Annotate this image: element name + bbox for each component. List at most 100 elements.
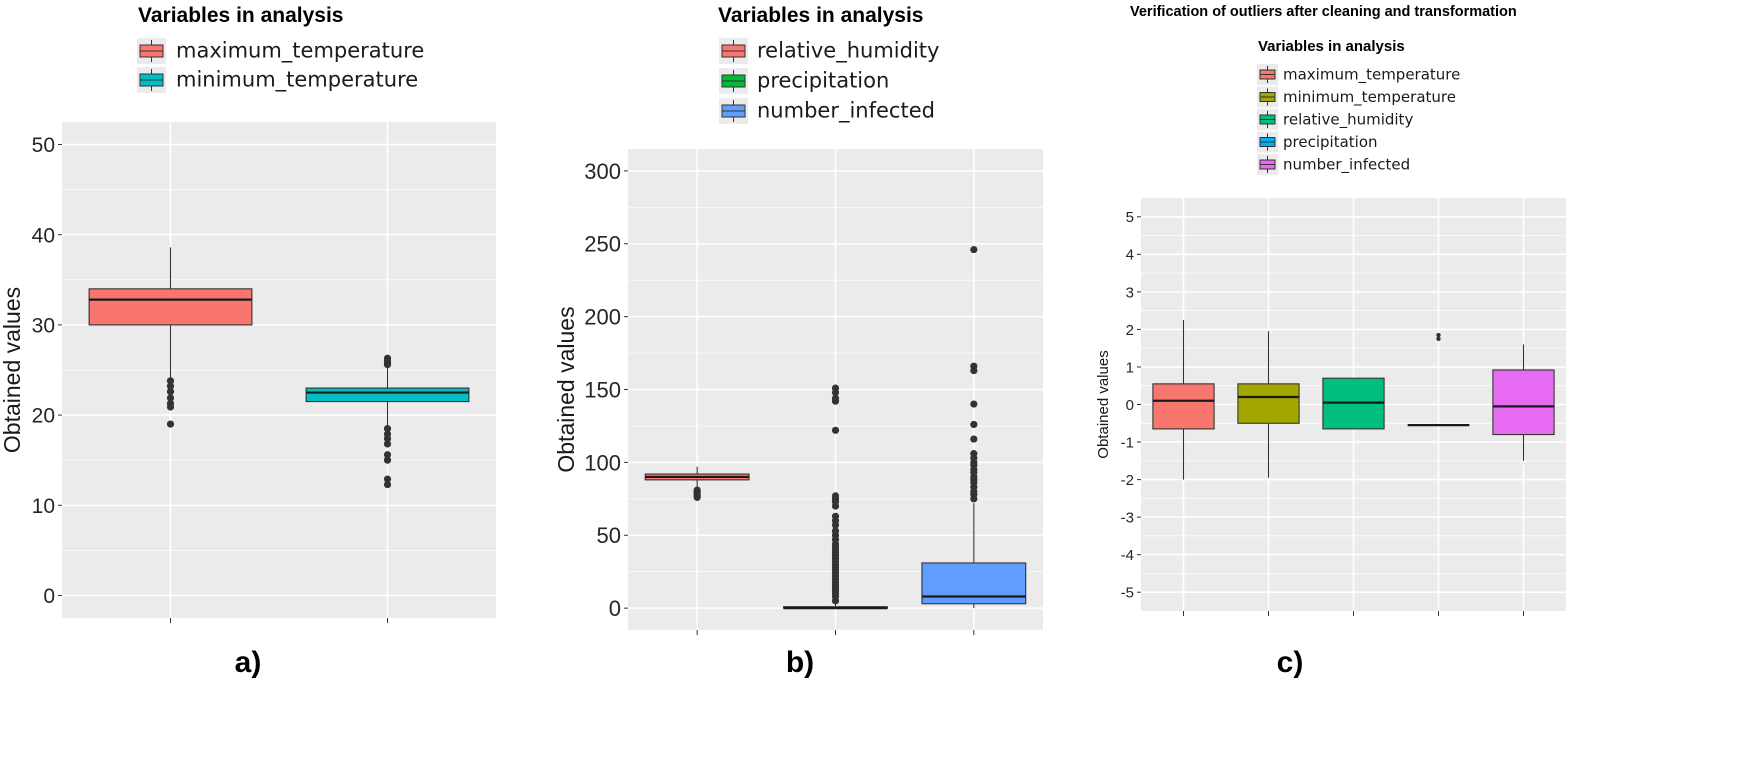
box-iqr: [1152, 383, 1215, 430]
legend-label-number_infected: number_infected: [757, 98, 935, 123]
outlier-point: [383, 456, 392, 464]
y-tick-label: -3: [1121, 510, 1134, 527]
outlier-point: [166, 403, 175, 411]
y-tick-label: 100: [584, 450, 621, 475]
outlier-point: [383, 434, 392, 443]
y-axis-label: Obtained values: [1095, 350, 1112, 458]
y-tick-label: 50: [597, 523, 621, 548]
box-iqr: [88, 288, 253, 326]
y-axis-label: Obtained values: [0, 287, 25, 453]
y-tick-label: 0: [1126, 397, 1134, 414]
legend-label-maximum_temperature: maximum_temperature: [1283, 65, 1460, 84]
outlier-point: [970, 435, 978, 443]
legend-label-minimum_temperature: minimum_temperature: [176, 67, 418, 92]
outlier-point: [831, 394, 840, 402]
outlier-point: [383, 440, 392, 448]
outlier-point: [166, 377, 175, 385]
panel-a: Variables in analysis maximum_temperature…: [0, 4, 496, 679]
outlier-point: [970, 362, 978, 370]
outlier-point: [1436, 332, 1441, 338]
legend-label-precipitation: precipitation: [1283, 133, 1378, 151]
legend-label-maximum_temperature: maximum_temperature: [176, 38, 424, 63]
outlier-point: [970, 420, 978, 429]
legend: Variables in analysis maximum_temperature…: [1257, 38, 1460, 175]
outlier-point: [831, 426, 840, 434]
chart-title: Verification of outliers after cleaning …: [1130, 4, 1517, 20]
legend-label-precipitation: precipitation: [757, 68, 889, 92]
legend-label-relative_humidity: relative_humidity: [757, 38, 939, 63]
box-iqr: [1237, 383, 1300, 424]
outlier-point: [383, 425, 392, 433]
y-tick-label: 250: [584, 232, 621, 257]
panel-c: Verification of outliers after cleaning …: [1095, 4, 1566, 679]
legend-item-maximum_temperature: maximum_temperature: [1257, 64, 1460, 85]
box-number_infected: [921, 245, 1027, 609]
box-minimum_temperature: [305, 354, 470, 489]
legend-label-minimum_temperature: minimum_temperature: [1283, 88, 1456, 107]
outlier-point: [831, 492, 840, 500]
outlier-point: [166, 382, 175, 390]
y-tick-label: 4: [1126, 247, 1134, 264]
box-relative_humidity: [1322, 377, 1385, 430]
outlier-point: [831, 527, 840, 535]
box-maximum_temperature: [1152, 320, 1215, 480]
legend-item-precipitation: precipitation: [719, 68, 889, 94]
outlier-point: [970, 245, 978, 254]
y-tick-label: 3: [1126, 284, 1134, 301]
y-tick-label: 300: [584, 159, 621, 184]
y-tick-label: 200: [584, 305, 621, 330]
outlier-point: [831, 512, 840, 520]
legend-title: Variables in analysis: [138, 4, 343, 27]
y-tick-label: 10: [32, 495, 55, 518]
box-iqr: [921, 562, 1027, 605]
outlier-point: [1436, 336, 1441, 341]
y-tick-label: 2: [1126, 322, 1134, 339]
legend: Variables in analysis relative_humiditypr…: [718, 4, 939, 124]
y-tick-label: -5: [1121, 585, 1134, 602]
legend-label-relative_humidity: relative_humidity: [1283, 110, 1413, 129]
outlier-point: [166, 394, 175, 402]
y-tick-label: 50: [32, 134, 55, 157]
legend-label-number_infected: number_infected: [1283, 155, 1410, 174]
outlier-point: [166, 420, 175, 428]
box-minimum_temperature: [1237, 331, 1300, 478]
outlier-point: [970, 450, 978, 458]
legend-item-number_infected: number_infected: [719, 98, 935, 124]
legend-item-relative_humidity: relative_humidity: [1257, 109, 1413, 130]
box-precipitation: [1407, 332, 1470, 427]
y-tick-label: 1: [1126, 359, 1134, 376]
panel-caption: b): [786, 646, 814, 679]
outlier-point: [970, 400, 978, 408]
outlier-point: [166, 388, 175, 396]
y-tick-label: -4: [1121, 547, 1134, 564]
y-tick-label: -1: [1121, 434, 1134, 451]
legend-item-maximum_temperature: maximum_temperature: [137, 38, 424, 64]
y-tick-label: -2: [1121, 472, 1134, 489]
legend-item-number_infected: number_infected: [1257, 154, 1410, 175]
box-number_infected: [1492, 344, 1555, 461]
y-tick-label: 30: [32, 314, 55, 337]
box-precipitation: [783, 384, 888, 610]
outlier-point: [693, 493, 701, 501]
y-tick-label: 40: [32, 224, 55, 247]
box-iqr: [305, 387, 470, 403]
y-tick-label: 150: [584, 377, 621, 402]
outlier-point: [383, 360, 392, 369]
legend-title: Variables in analysis: [1258, 38, 1405, 55]
legend-item-relative_humidity: relative_humidity: [719, 38, 939, 64]
panel-caption: a): [235, 646, 262, 679]
box-maximum_temperature: [88, 247, 253, 428]
y-axis-label: Obtained values: [553, 306, 579, 472]
legend: Variables in analysis maximum_temperature…: [137, 4, 424, 93]
box-iqr: [1492, 369, 1555, 436]
box-relative_humidity: [644, 466, 750, 501]
legend-title: Variables in analysis: [718, 4, 923, 27]
outlier-point: [383, 475, 392, 483]
y-tick-label: 0: [43, 585, 55, 608]
legend-item-minimum_temperature: minimum_temperature: [1257, 86, 1456, 108]
panel-caption: c): [1277, 646, 1304, 679]
outlier-point: [831, 384, 840, 392]
legend-item-minimum_temperature: minimum_temperature: [137, 67, 418, 93]
y-tick-label: 0: [609, 596, 621, 621]
